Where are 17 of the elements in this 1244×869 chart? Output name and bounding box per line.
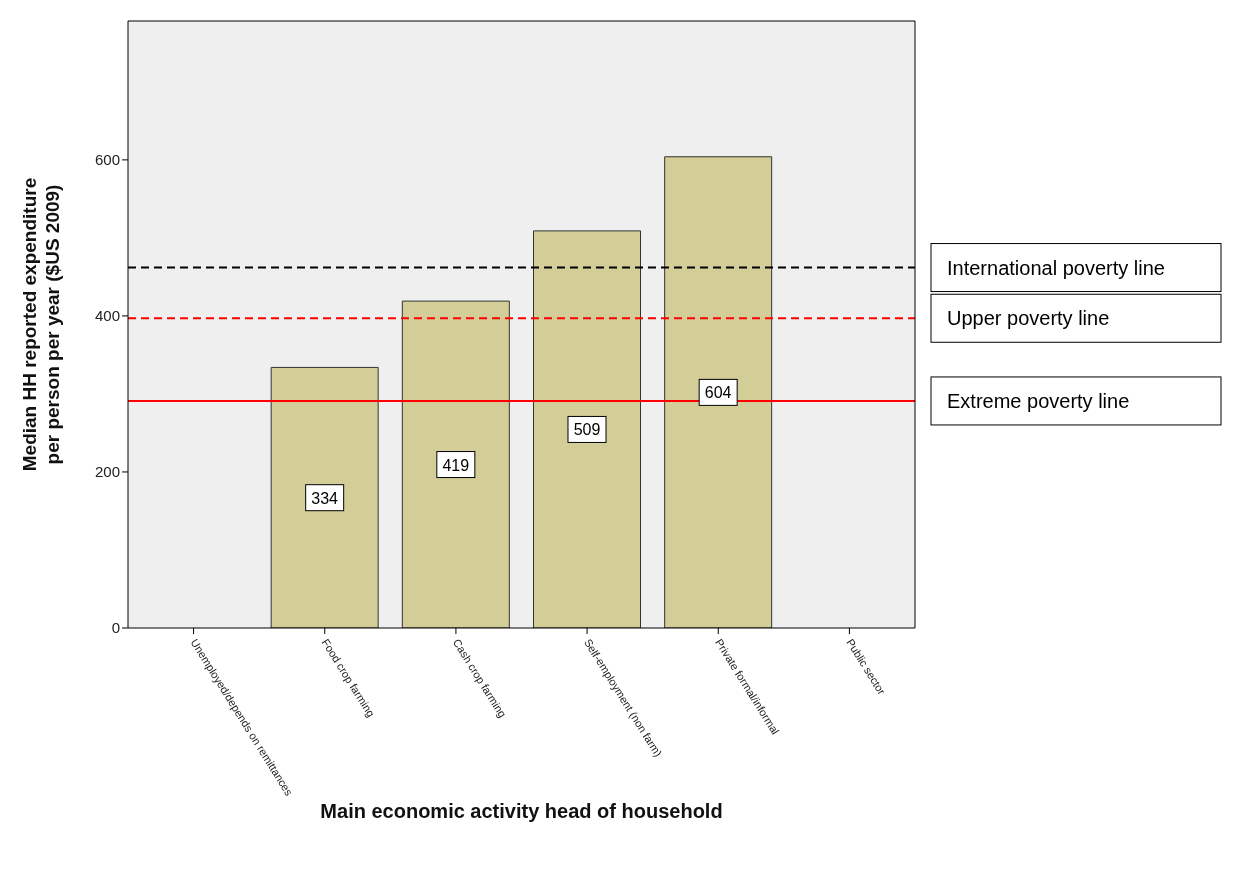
data-label: 419 [442, 456, 470, 474]
ref-line-label: Extreme poverty line [947, 389, 1130, 412]
data-label: 509 [573, 421, 601, 439]
y-tick-label: 200 [94, 463, 120, 481]
data-label: 334 [311, 489, 339, 507]
y-axis-title: Median HH reported expenditure per person per year ($US 2009) [19, 177, 63, 472]
y-tick-label: 600 [94, 151, 120, 169]
data-label: 604 [704, 384, 732, 402]
bar [664, 156, 773, 628]
bar [270, 366, 379, 628]
x-axis-title: Main economic activity head of household [320, 800, 723, 822]
ref-line-label: Upper poverty line [947, 307, 1110, 330]
y-tick-label: 0 [111, 619, 120, 637]
y-tick-label: 400 [94, 307, 120, 325]
bar [401, 300, 510, 628]
ref-line-label: International poverty line [947, 256, 1165, 279]
bar [533, 230, 641, 628]
